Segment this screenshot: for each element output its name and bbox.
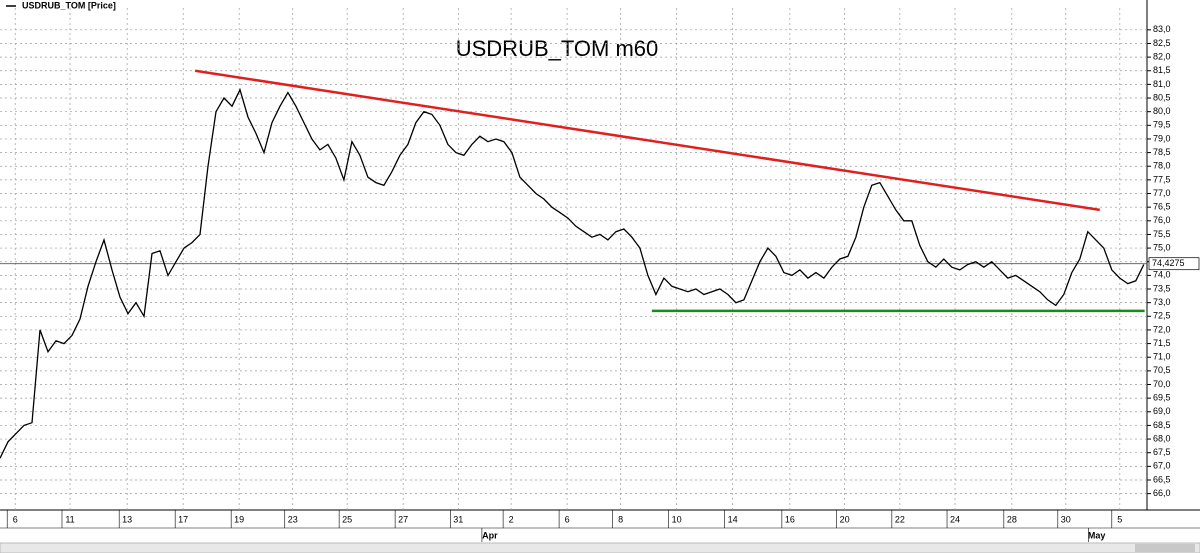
x-tick-label: 13 (122, 514, 132, 524)
y-tick-label: 68,5 (1153, 420, 1171, 430)
x-tick-label: 27 (398, 514, 408, 524)
y-tick-label: 69,5 (1153, 393, 1171, 403)
x-tick-label: 6 (13, 514, 18, 524)
x-tick-label: 20 (840, 514, 850, 524)
y-tick-label: 80,5 (1153, 92, 1171, 102)
last-price-label: 74,4275 (1152, 258, 1185, 268)
y-tick-label: 66,5 (1153, 474, 1171, 484)
x-tick-label: 22 (895, 514, 905, 524)
x-tick-label: 24 (950, 514, 960, 524)
y-tick-label: 75,5 (1153, 229, 1171, 239)
y-tick-label: 76,5 (1153, 202, 1171, 212)
y-tick-label: 77,0 (1153, 188, 1171, 198)
y-tick-label: 75,0 (1153, 242, 1171, 252)
y-tick-label: 71,5 (1153, 338, 1171, 348)
x-tick-label: 17 (178, 514, 188, 524)
y-tick-label: 81,0 (1153, 79, 1171, 89)
x-tick-label: 2 (509, 514, 514, 524)
y-tick-label: 81,5 (1153, 65, 1171, 75)
y-tick-label: 70,0 (1153, 379, 1171, 389)
price-line (0, 88, 1145, 459)
x-tick-label: 16 (785, 514, 795, 524)
y-tick-label: 67,0 (1153, 461, 1171, 471)
scrollbar[interactable] (0, 542, 1200, 553)
scroll-thumb[interactable] (1135, 544, 1195, 552)
month-label: Apr (482, 530, 498, 540)
y-tick-label: 66,0 (1153, 488, 1171, 498)
y-tick-label: 78,0 (1153, 161, 1171, 171)
y-tick-label: 69,0 (1153, 406, 1171, 416)
y-tick-label: 76,0 (1153, 215, 1171, 225)
y-tick-label: 80,0 (1153, 106, 1171, 116)
chart-title: USDRUB_TOM m60 (456, 36, 659, 61)
legend-label: USDRUB_TOM [Price] (22, 0, 116, 10)
x-tick-label: 23 (288, 514, 298, 524)
x-tick-label: 6 (565, 514, 570, 524)
y-tick-label: 68,0 (1153, 433, 1171, 443)
x-tick-label: 28 (1007, 514, 1017, 524)
last-price-box (1148, 257, 1200, 271)
x-tick-label: 10 (672, 514, 682, 524)
y-tick-label: 73,5 (1153, 283, 1171, 293)
x-tick-label: 25 (342, 514, 352, 524)
month-label: May (1088, 530, 1106, 540)
y-tick-label: 72,0 (1153, 324, 1171, 334)
y-tick-label: 70,5 (1153, 365, 1171, 375)
y-tick-label: 77,5 (1153, 174, 1171, 184)
y-tick-label: 74,0 (1153, 270, 1171, 280)
x-tick-label: 8 (618, 514, 623, 524)
y-tick-label: 79,0 (1153, 133, 1171, 143)
y-tick-label: 79,5 (1153, 120, 1171, 130)
x-tick-label: 5 (1117, 514, 1122, 524)
y-tick-label: 72,5 (1153, 311, 1171, 321)
y-tick-label: 82,5 (1153, 38, 1171, 48)
trend-line (194, 69, 1100, 212)
y-tick-label: 73,0 (1153, 297, 1171, 307)
x-tick-label: 31 (453, 514, 463, 524)
y-tick-label: 71,0 (1153, 352, 1171, 362)
y-tick-label: 83,0 (1153, 24, 1171, 34)
y-tick-label: 67,5 (1153, 447, 1171, 457)
x-tick-label: 14 (728, 514, 738, 524)
x-tick-label: 11 (65, 514, 74, 524)
x-tick-label: 30 (1061, 514, 1071, 524)
y-tick-label: 82,0 (1153, 51, 1171, 61)
y-tick-label: 78,5 (1153, 147, 1171, 157)
x-tick-label: 19 (234, 514, 244, 524)
